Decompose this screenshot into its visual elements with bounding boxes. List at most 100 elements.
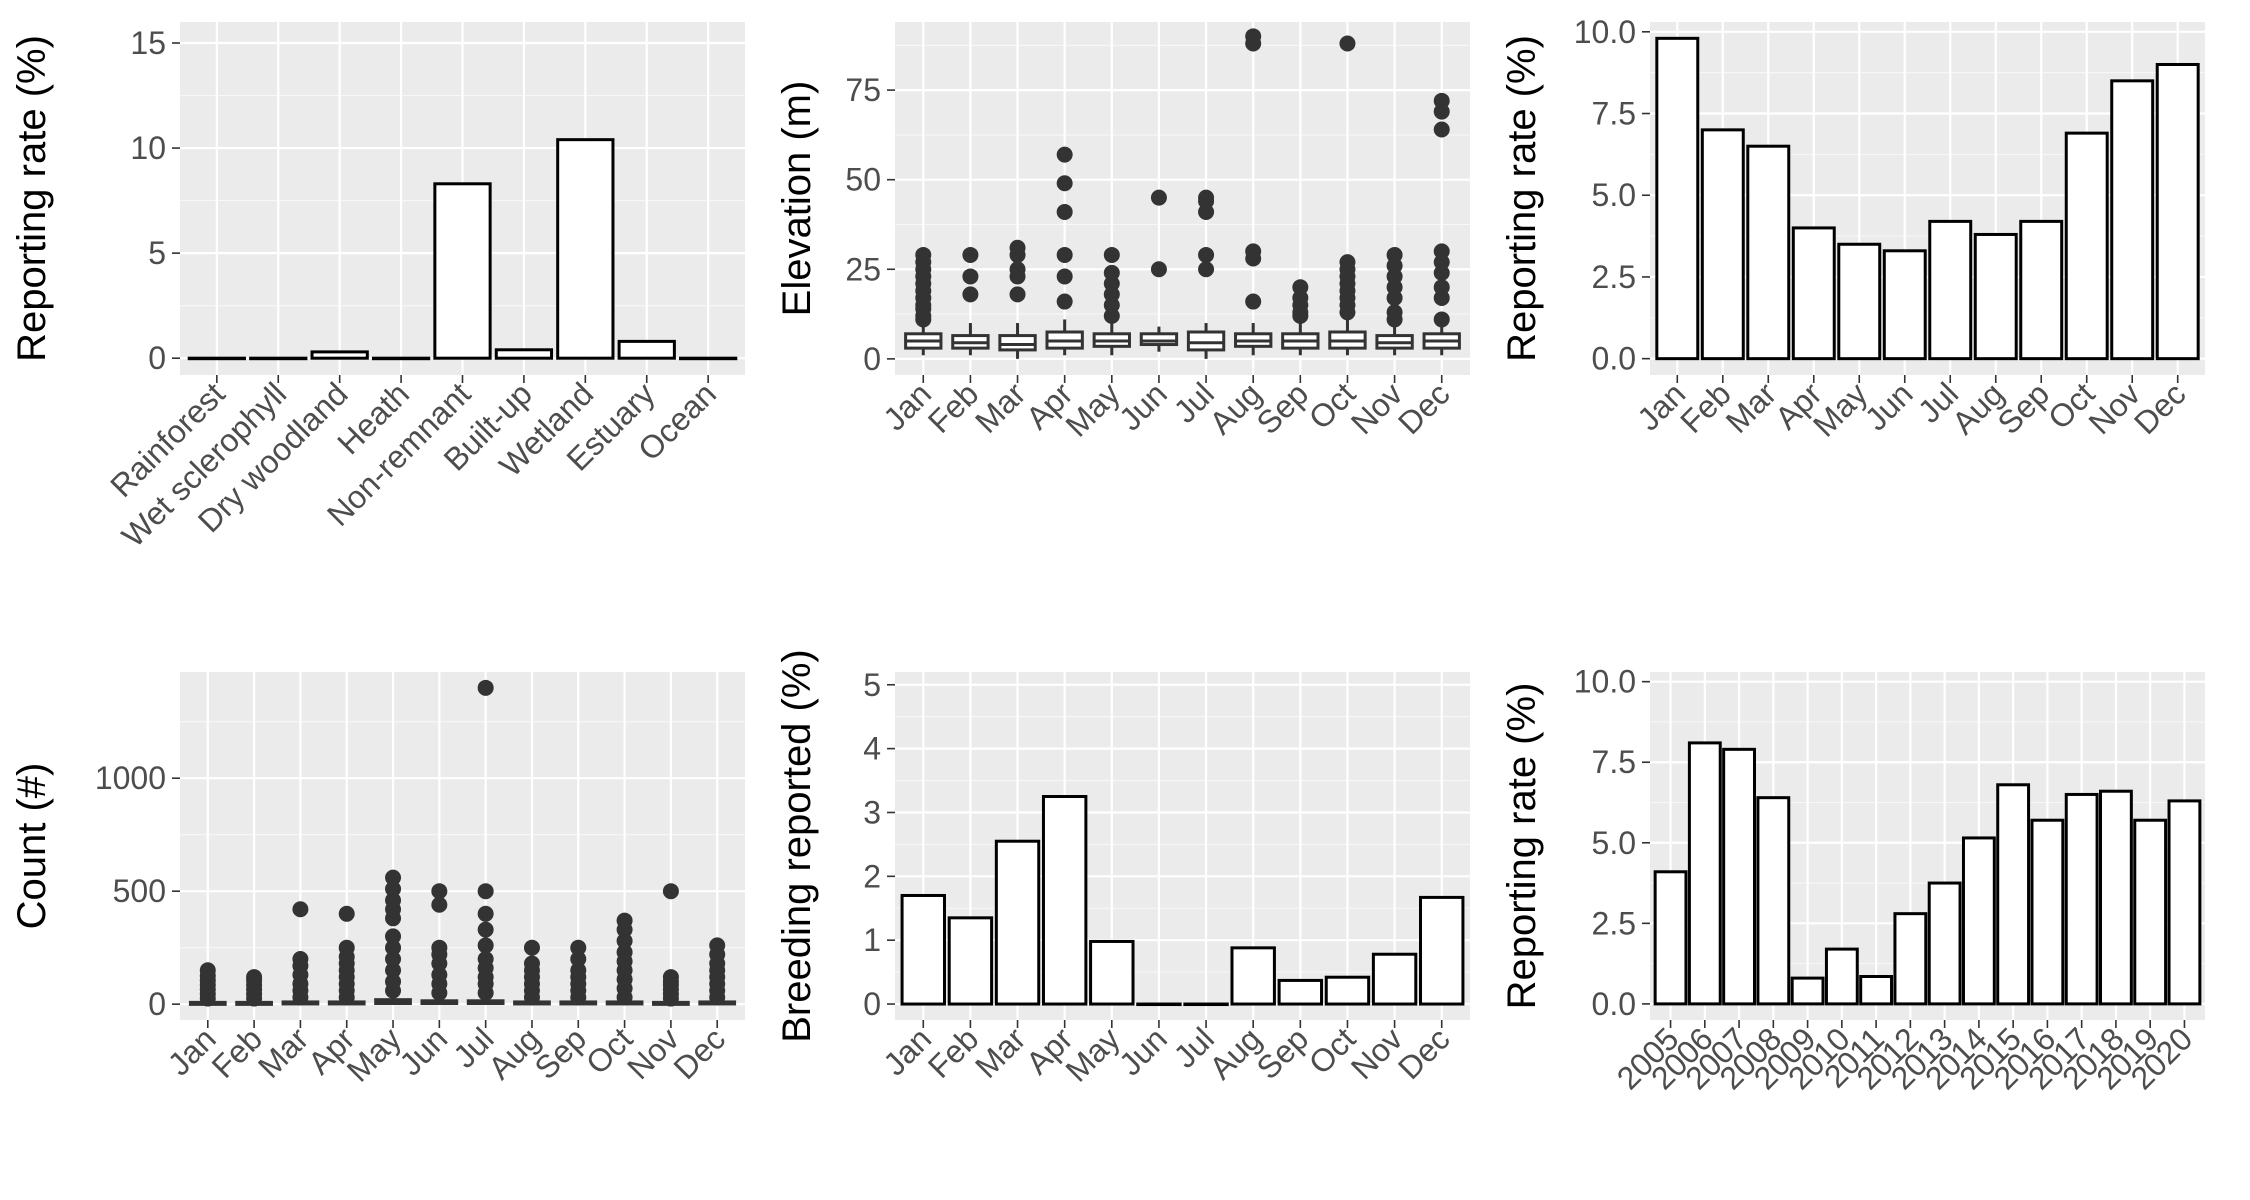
outlier-point [662,883,679,900]
outlier-point [385,892,402,909]
outlier-point [292,901,309,918]
box-Mar [998,239,1037,359]
bar-Ocean [679,356,738,361]
box-Oct [1328,35,1367,356]
outlier-point [1292,279,1309,296]
x-tick-label: Jun [1112,375,1174,437]
box-Sep [1281,279,1320,356]
x-tick-label: Jun [392,1020,454,1082]
outlier-point [477,921,494,938]
outlier-point [477,950,494,967]
box-Nov [1375,246,1414,356]
y-tick-label: 4 [863,731,881,767]
outlier-point [338,905,355,922]
x-tick-label: Jun [1112,1020,1174,1082]
bar-Dec [2155,62,2200,361]
bar-Feb [947,916,994,1006]
box-Nov [652,883,690,1007]
outlier-point [962,246,979,263]
outlier-point [1386,246,1403,263]
y-tick-label: 0.0 [1592,986,1636,1022]
outlier-point [385,973,402,990]
x-tick-label: Dec [1391,1020,1457,1086]
outlier-point [431,883,448,900]
outlier-point [1150,189,1167,206]
x-tick-label: Dec [666,1020,732,1086]
bar-Nov [1371,952,1418,1006]
outlier-point [431,896,448,913]
bar-Mar [1746,144,1791,361]
outlier-point [1056,175,1073,192]
outlier-point [431,939,448,956]
outlier-point [570,962,587,979]
bar-Nov [2110,79,2155,361]
y-tick-label: 5.0 [1592,177,1636,213]
y-tick-label: 25 [845,251,881,287]
outlier-point [1198,246,1215,263]
y-tick-label: 0 [863,341,881,377]
outlier-point [477,883,494,900]
bar-Jun [1136,1002,1182,1007]
y-axis-title: Count (#) [10,763,54,930]
box-body [998,334,1037,352]
y-tick-label: 10.0 [1574,664,1636,700]
bar-Oct [2064,131,2109,361]
outlier-point [477,679,494,696]
box-Jun [1139,189,1179,352]
bar-Oct [1324,975,1371,1006]
chart-panel-yearly-rate: 0.02.55.07.510.0200520062007200820092010… [1500,664,2205,1096]
y-tick-label: 3 [863,794,881,830]
outlier-point [1433,243,1450,260]
bar-Aug [1973,232,2018,361]
y-axis-title: Elevation (m) [775,81,819,317]
outlier-point [1056,146,1073,163]
outlier-point [1103,264,1120,281]
outlier-point [616,944,633,961]
bar-Sep [1277,978,1324,1006]
bar-2007 [1722,747,1756,1006]
bar-2016 [2030,818,2065,1006]
outlier-point [1009,286,1026,303]
bar-2019 [2133,818,2168,1006]
outlier-point [292,950,309,967]
bar-Sep [2019,219,2064,361]
box-Oct [605,912,644,1006]
box-Jan [904,246,943,356]
outlier-point [1056,293,1073,310]
outlier-point [1245,28,1262,45]
y-tick-label: 0 [148,986,166,1022]
bar-2018 [2099,789,2133,1006]
outlier-point [1433,279,1450,296]
outlier-point [1009,261,1026,278]
y-tick-label: 0 [148,340,166,376]
bar-2017 [2064,792,2099,1006]
bar-May [1089,939,1135,1006]
outlier-point [1009,239,1026,256]
outlier-point [1433,311,1450,328]
outlier-point [385,939,402,956]
bar-2005 [1653,870,1688,1006]
bar-Mar [994,839,1041,1006]
y-tick-label: 10.0 [1574,14,1636,50]
bar-2020 [2167,799,2202,1006]
box-Mar [281,901,320,1006]
bar-Built-up [494,348,554,360]
y-axis-title: Reporting rate (%) [1500,35,1544,362]
y-tick-label: 1000 [95,760,166,796]
bar-Jan [900,893,946,1006]
chart-panel-monthly-rate: 0.02.55.07.510.0JanFebMarAprMayJunJulAug… [1500,14,2205,444]
y-axis-title: Reporting rate (%) [1500,683,1544,1010]
bar-2008 [1756,796,1791,1006]
outlier-point [1198,261,1215,278]
box-Jan [188,962,227,1007]
box-Jul [466,679,505,1006]
y-tick-label: 2 [863,858,881,894]
box-Dec [1422,92,1461,356]
bar-Jul [1928,219,1973,361]
bar-2012 [1893,912,1928,1006]
box-Aug [1234,28,1273,356]
chart-panel-count: 05001000JanFebMarAprMayJunJulAugSepOctNo… [10,672,745,1089]
outlier-point [385,869,402,886]
